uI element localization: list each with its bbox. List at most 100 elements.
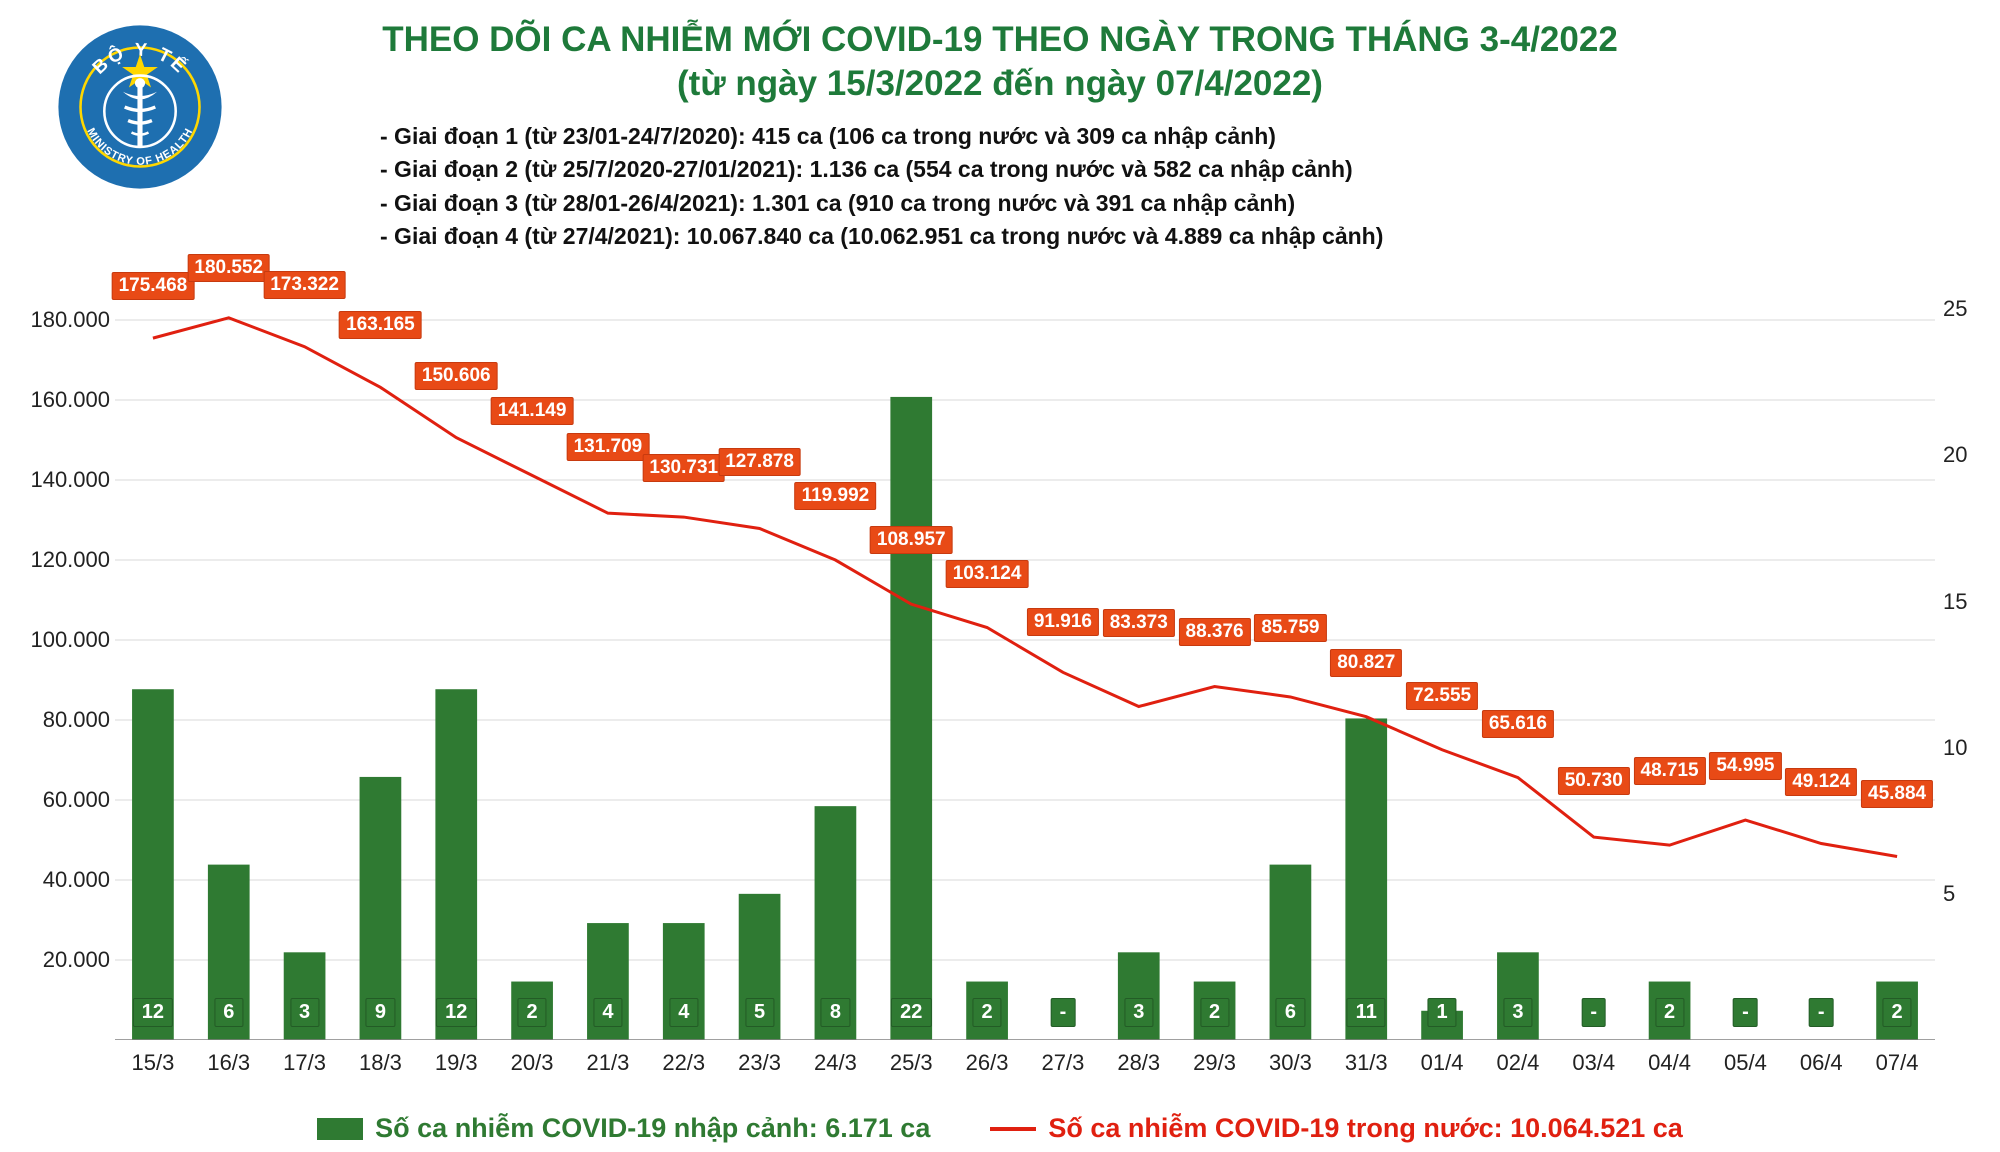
- bar-value-label: 9: [366, 998, 395, 1027]
- bar-value-label: 3: [1503, 998, 1532, 1027]
- x-tick: 27/3: [1041, 1050, 1084, 1076]
- line-value-label: 180.552: [187, 254, 270, 282]
- annotation-1: - Giai đoạn 1 (từ 23/01-24/7/2020): 415 …: [380, 120, 1383, 153]
- phase-annotations: - Giai đoạn 1 (từ 23/01-24/7/2020): 415 …: [380, 120, 1383, 253]
- bar-value-label: 2: [1883, 998, 1912, 1027]
- line-value-label: 83.373: [1103, 609, 1175, 637]
- x-tick: 22/3: [662, 1050, 705, 1076]
- bar-value-label: 2: [973, 998, 1002, 1027]
- x-tick: 26/3: [966, 1050, 1009, 1076]
- x-tick: 21/3: [586, 1050, 629, 1076]
- line-value-label: 91.916: [1027, 608, 1099, 636]
- bar-value-label: 6: [1276, 998, 1305, 1027]
- plot-area: 20.00040.00060.00080.000100.000120.00014…: [115, 280, 1935, 1040]
- y-tick-right: 25: [1943, 296, 1993, 322]
- y-axis-right: 5 10 15 20 25: [1943, 280, 1993, 1040]
- line-value-label: 141.149: [491, 397, 574, 425]
- y-tick-left: 20.000: [20, 947, 110, 973]
- bar-value-label: -: [1051, 998, 1076, 1027]
- y-tick-right: 15: [1943, 589, 1993, 615]
- x-tick: 23/3: [738, 1050, 781, 1076]
- bar-value-label: 5: [745, 998, 774, 1027]
- y-tick-left: 80.000: [20, 707, 110, 733]
- chart-title: THEO DÕI CA NHIỄM MỚI COVID-19 THEO NGÀY…: [0, 18, 2000, 106]
- plot-svg: [115, 280, 1935, 1040]
- line-value-label: 119.992: [795, 482, 877, 510]
- line-value-label: 54.995: [1709, 752, 1781, 780]
- y-tick-left: 120.000: [20, 547, 110, 573]
- y-tick-left: 140.000: [20, 467, 110, 493]
- bar-value-label: 12: [133, 998, 173, 1027]
- x-tick: 06/4: [1800, 1050, 1843, 1076]
- legend: Số ca nhiễm COVID-19 nhập cảnh: 6.171 ca…: [0, 1113, 2000, 1144]
- x-tick: 25/3: [890, 1050, 933, 1076]
- title-line-1: THEO DÕI CA NHIỄM MỚI COVID-19 THEO NGÀY…: [0, 18, 2000, 62]
- line-value-label: 49.124: [1785, 768, 1857, 796]
- bar-value-label: 22: [891, 998, 931, 1027]
- bar-value-label: 6: [214, 998, 243, 1027]
- y-axis-left: 20.000 40.000 60.000 80.000 100.000 120.000 14…: [20, 280, 110, 1040]
- line-value-label: 88.376: [1179, 618, 1251, 646]
- legend-label-bars: Số ca nhiễm COVID-19 nhập cảnh: 6.171 ca: [375, 1113, 930, 1144]
- x-tick: 17/3: [283, 1050, 326, 1076]
- x-tick: 24/3: [814, 1050, 857, 1076]
- chart-root: BỘ Y TẾ MINISTRY OF HEALTH THEO DÕI CA N…: [0, 0, 2000, 1152]
- line-value-label: 65.616: [1482, 710, 1554, 738]
- bar-value-label: 3: [1124, 998, 1153, 1027]
- x-tick: 20/3: [511, 1050, 554, 1076]
- line-value-label: 163.165: [339, 311, 422, 339]
- bar-value-label: 1: [1428, 998, 1457, 1027]
- x-axis: 15/3 16/3 17/3 18/3 19/3 20/3 21/3 22/3 23/3 24/3…: [115, 1050, 1935, 1080]
- x-tick: 05/4: [1724, 1050, 1767, 1076]
- bar-value-label: 2: [1200, 998, 1229, 1027]
- y-tick-left: 40.000: [20, 867, 110, 893]
- bar-value-label: 3: [290, 998, 319, 1027]
- x-tick: 31/3: [1345, 1050, 1388, 1076]
- y-tick-left: 180.000: [20, 307, 110, 333]
- bar-value-label: 2: [1655, 998, 1684, 1027]
- x-tick: 03/4: [1572, 1050, 1615, 1076]
- x-tick: 01/4: [1421, 1050, 1464, 1076]
- bar-value-label: 8: [821, 998, 850, 1027]
- y-tick-right: 5: [1943, 881, 1993, 907]
- y-tick-left: 100.000: [20, 627, 110, 653]
- x-tick: 19/3: [435, 1050, 478, 1076]
- annotation-3: - Giai đoạn 3 (từ 28/01-26/4/2021): 1.30…: [380, 187, 1383, 220]
- line-value-label: 85.759: [1254, 614, 1326, 642]
- bar-value-label: 11: [1347, 998, 1386, 1027]
- y-tick-right: 20: [1943, 442, 1993, 468]
- line-value-label: 50.730: [1558, 767, 1630, 795]
- line-value-label: 45.884: [1861, 780, 1933, 808]
- x-tick: 28/3: [1117, 1050, 1160, 1076]
- bar-value-label: 2: [518, 998, 547, 1027]
- bar-value-label: 4: [593, 998, 622, 1027]
- line-value-label: 48.715: [1634, 757, 1706, 785]
- line-value-label: 173.322: [263, 271, 346, 299]
- x-tick: 29/3: [1193, 1050, 1236, 1076]
- line-value-label: 103.124: [946, 560, 1029, 588]
- line-value-label: 175.468: [112, 272, 195, 300]
- x-tick: 18/3: [359, 1050, 402, 1076]
- line-value-label: 72.555: [1406, 682, 1478, 710]
- bar-value-label: 12: [436, 998, 476, 1027]
- bar-value-label: -: [1809, 998, 1834, 1027]
- line-value-label: 131.709: [567, 433, 650, 461]
- x-tick: 16/3: [207, 1050, 250, 1076]
- bar-value-label: -: [1733, 998, 1758, 1027]
- y-tick-right: 10: [1943, 735, 1993, 761]
- bar-value-label: -: [1581, 998, 1606, 1027]
- legend-swatch-line-icon: [990, 1127, 1036, 1131]
- legend-item-bars: Số ca nhiễm COVID-19 nhập cảnh: 6.171 ca: [317, 1113, 930, 1144]
- legend-swatch-bar-icon: [317, 1118, 363, 1140]
- y-tick-left: 60.000: [20, 787, 110, 813]
- line-value-label: 130.731: [642, 454, 725, 482]
- legend-label-line: Số ca nhiễm COVID-19 trong nước: 10.064.…: [1048, 1113, 1682, 1144]
- x-tick: 15/3: [131, 1050, 174, 1076]
- line-value-label: 127.878: [718, 448, 801, 476]
- annotation-4: - Giai đoạn 4 (từ 27/4/2021): 10.067.840…: [380, 220, 1383, 253]
- bar-value-label: 4: [669, 998, 698, 1027]
- line-value-label: 108.957: [870, 526, 953, 554]
- legend-item-line: Số ca nhiễm COVID-19 trong nước: 10.064.…: [990, 1113, 1682, 1144]
- x-tick: 02/4: [1496, 1050, 1539, 1076]
- line-value-label: 150.606: [415, 362, 498, 390]
